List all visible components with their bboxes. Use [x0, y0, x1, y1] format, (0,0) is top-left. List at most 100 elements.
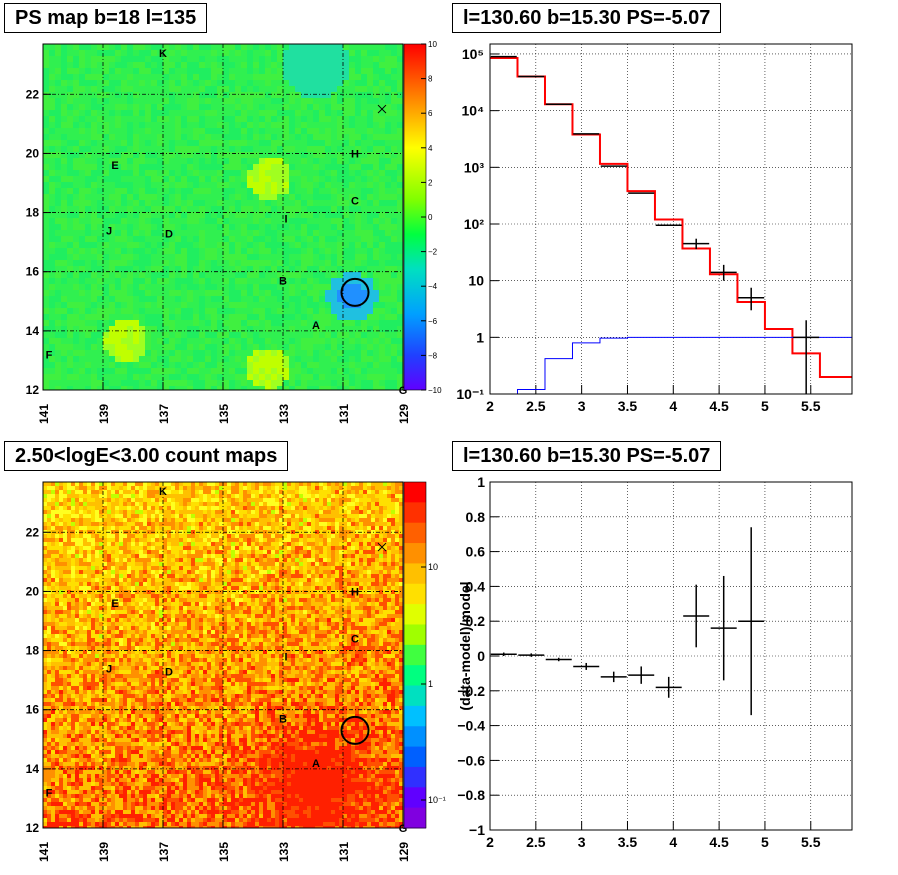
map-source-label: E [111, 598, 118, 610]
residual-y-tick-label: −0.4 [457, 718, 485, 734]
count-map-pixels [43, 482, 403, 828]
residual-y-axis-label: (data-model)/model [457, 581, 473, 710]
count-colorbar-segment [404, 522, 426, 544]
map-source-label: F [46, 350, 53, 362]
map-x-tick-label: 139 [97, 842, 111, 862]
spectrum-panel: 10⁵ 10⁴ 10³ 10² 10 1 10⁻¹2 2.5 3 3.5 4 4.5 5 5.5 [456, 43, 853, 414]
colorbar-tick-label: −4 [428, 282, 438, 291]
map-source-label: D [165, 666, 173, 678]
map-source-label: C [351, 634, 359, 646]
map-y-tick-label: 22 [26, 525, 40, 539]
map-y-tick-label: 18 [26, 644, 40, 658]
map-source-label: I [284, 651, 287, 663]
map-x-tick-label: 141 [37, 842, 51, 862]
residual-y-tick-label: −0.8 [457, 787, 485, 803]
spectrum-x-tick-label: 4 [669, 398, 677, 414]
colorbar-tick-label: −2 [428, 248, 438, 257]
count-colorbar-segment [404, 502, 426, 524]
map-source-label: A [312, 320, 320, 332]
residual-y-tick-label: 0.2 [466, 613, 486, 629]
map-y-tick-label: 14 [26, 324, 40, 338]
count-colorbar-segment [404, 807, 426, 829]
count-colorbar-segment [404, 583, 426, 605]
map-cross-marker [377, 104, 387, 114]
map-source-label: F [46, 788, 53, 800]
spectrum-y-tick-label: 10⁻¹ [456, 386, 484, 402]
count-colorbar-segment [404, 705, 426, 727]
count-colorbar-segment [404, 482, 426, 503]
map-x-tick-label: 141 [37, 404, 51, 424]
count-colorbar-segment [404, 624, 426, 646]
map-source-label: E [111, 160, 118, 172]
spectrum-x-tick-label: 4.5 [709, 398, 729, 414]
map-x-tick-label: 129 [397, 404, 411, 424]
residual-x-tick-label: 2.5 [526, 834, 546, 850]
map-x-tick-label: 133 [277, 842, 291, 862]
colorbar-tick-label: 6 [428, 109, 433, 118]
residual-x-tick-label: 4.5 [709, 834, 729, 850]
count-colorbar-segment [404, 644, 426, 666]
map-x-tick-label: 131 [337, 404, 351, 424]
map-x-tick-label: 137 [157, 842, 171, 862]
map-y-tick-label: 12 [26, 383, 40, 397]
colorbar-tick-label: −10 [428, 386, 442, 395]
spectrum-x-tick-label: 2 [486, 398, 494, 414]
residual-y-tick-label: 0.4 [466, 578, 486, 594]
residual-y-tick-label: 0.8 [466, 509, 486, 525]
count-colorbar-segment [404, 665, 426, 687]
map-source-label: D [165, 228, 173, 240]
spectrum-x-tick-label: 5.5 [801, 398, 821, 414]
map-source-label: K [159, 48, 167, 60]
map-y-tick-label: 16 [26, 703, 40, 717]
colorbar-tick-label: −6 [428, 317, 438, 326]
map-source-label: G [399, 385, 408, 397]
residual-title: l=130.60 b=15.30 PS=-5.07 [452, 441, 722, 471]
residual-panel: 2 2.5 3 3.5 4 4.5 5 5.5 1 0.8 0.6 0.4 0.2 0 −0.2 −0.4 −0… [457, 474, 853, 850]
residual-y-tick-label: 1 [477, 474, 485, 490]
residual-x-tick-label: 5.5 [801, 834, 821, 850]
map-x-tick-label: 137 [157, 404, 171, 424]
colorbar-tick-label: 1 [428, 679, 433, 689]
count-colorbar-segment [404, 766, 426, 788]
count-colorbar-segment [404, 787, 426, 809]
colorbar-tick-label: 10 [428, 562, 438, 572]
map-y-tick-label: 22 [26, 87, 40, 101]
spectrum-x-tick-label: 3.5 [618, 398, 638, 414]
map-x-tick-label: 129 [397, 842, 411, 862]
map-x-tick-label: 135 [217, 842, 231, 862]
residual-x-tick-label: 2 [486, 834, 494, 850]
count-colorbar-segment [404, 543, 426, 564]
map-cross-marker [377, 542, 387, 552]
spectrum-y-tick-label: 10⁴ [462, 103, 485, 119]
map-selected-source-circle [340, 277, 370, 307]
count-colorbar-segment [404, 685, 426, 707]
map-x-tick-label: 133 [277, 404, 291, 424]
map-y-tick-label: 20 [26, 584, 40, 598]
map-x-tick-label: 135 [217, 404, 231, 424]
count-colorbar-segment [404, 604, 426, 625]
colorbar-tick-label: 2 [428, 178, 433, 187]
count-colorbar-segment [404, 746, 426, 768]
colorbar-tick-label: 10⁻¹ [428, 795, 446, 805]
map-y-tick-label: 16 [26, 265, 40, 279]
spectrum-x-tick-label: 5 [761, 398, 769, 414]
spectrum-frame [489, 43, 853, 395]
map-source-label: I [284, 213, 287, 225]
colorbar-tick-label: 4 [428, 144, 433, 153]
map-source-label: J [106, 663, 112, 675]
residual-x-tick-label: 3.5 [618, 834, 638, 850]
residual-y-tick-label: 0.6 [466, 544, 486, 560]
spectrum-y-tick-label: 10³ [464, 159, 485, 175]
map-source-label: B [279, 276, 287, 288]
map-source-label: J [106, 225, 112, 237]
residual-x-tick-label: 5 [761, 834, 769, 850]
residual-x-tick-label: 4 [669, 834, 677, 850]
count-colorbar [403, 481, 427, 829]
map-source-label: H [351, 586, 359, 598]
spectrum-model-total-line [490, 56, 852, 378]
map-x-tick-label: 139 [97, 404, 111, 424]
spectrum-title: l=130.60 b=15.30 PS=-5.07 [452, 3, 722, 33]
map-x-tick-label: 131 [337, 842, 351, 862]
